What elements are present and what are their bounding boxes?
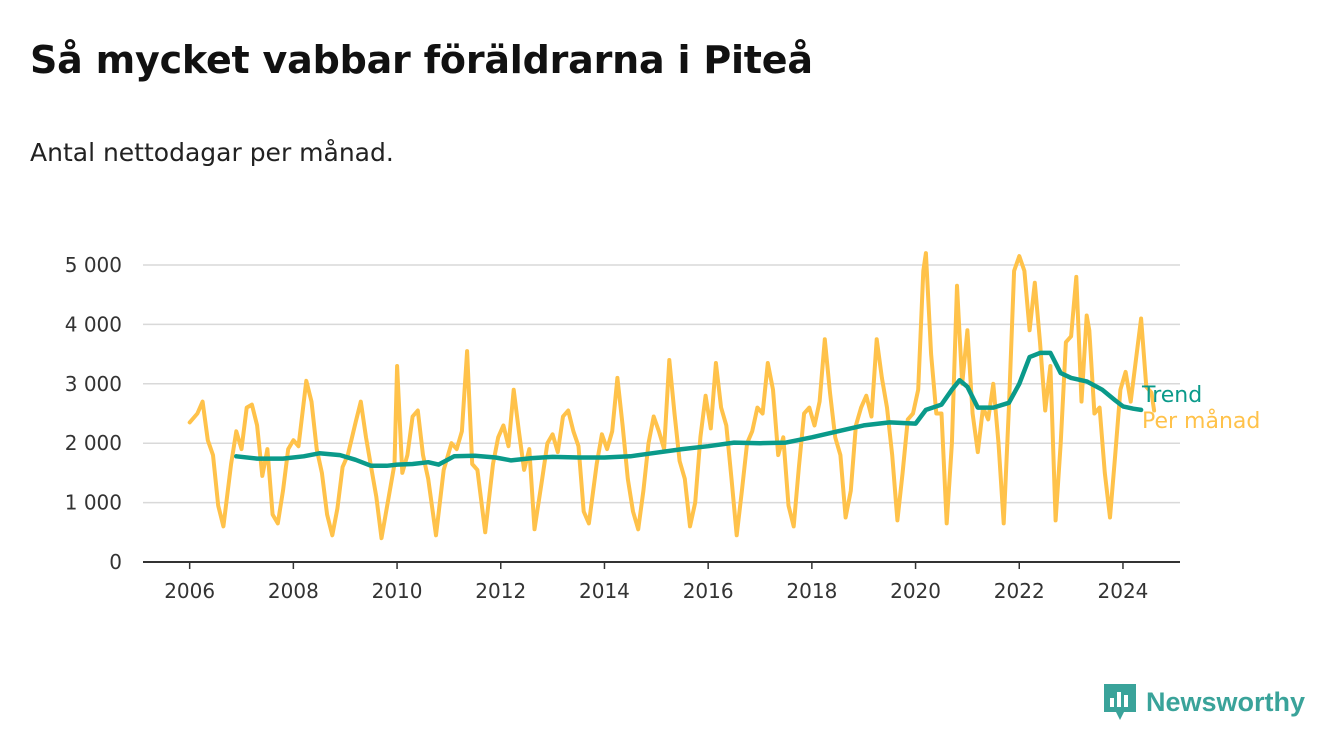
series-line-trend [234, 350, 1144, 469]
x-tick-label: 2018 [786, 579, 837, 603]
brand-name: Newsworthy [1146, 686, 1306, 717]
bar-chart-speech-bubble-icon [1104, 684, 1136, 720]
legend-label-trend: Trend [1141, 383, 1202, 408]
x-tick-label: 2010 [372, 579, 423, 603]
series-lines [187, 251, 1157, 541]
x-tick-label: 2016 [683, 579, 734, 603]
x-axis: 2006 2008 2010 2012 2014 2016 2018 2020 2022 2024 [164, 562, 1148, 603]
legend-label-per-month: Per månad [1142, 408, 1260, 434]
x-tick-label: 2008 [268, 579, 319, 603]
y-tick-label: 0 [109, 550, 122, 574]
y-tick-label: 1 000 [65, 491, 122, 515]
x-tick-label: 2022 [994, 579, 1045, 603]
x-tick-label: 2024 [1098, 579, 1149, 603]
y-tick-label: 2 000 [65, 431, 122, 455]
x-tick-label: 2012 [475, 579, 526, 603]
x-tick-label: 2020 [890, 579, 941, 603]
chart-subtitle: Antal nettodagar per månad. [30, 138, 394, 167]
chart-title: Så mycket vabbar föräldrarna i Piteå [30, 38, 813, 82]
y-tick-label: 4 000 [65, 312, 122, 336]
x-tick-label: 2006 [164, 579, 215, 603]
x-tick-label: 2014 [579, 579, 630, 603]
gridlines [143, 264, 1180, 563]
y-tick-label: 3 000 [65, 372, 122, 396]
y-tick-label: 5 000 [65, 253, 122, 277]
brand-logo[interactable]: Newsworthy [1102, 682, 1305, 722]
series-line-per-month [187, 251, 1157, 541]
y-axis: 0 1 000 2 000 3 000 4 000 5 000 [65, 253, 122, 574]
